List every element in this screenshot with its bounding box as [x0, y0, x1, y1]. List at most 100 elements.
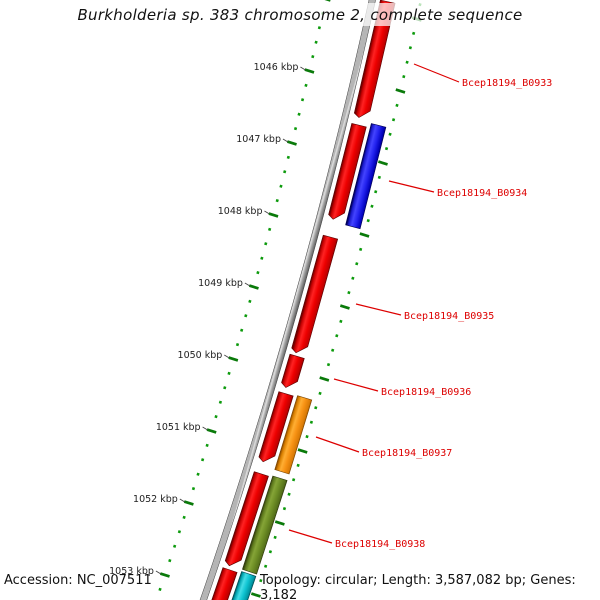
tick-mark-minor [227, 371, 231, 376]
tick-mark-minor [256, 270, 260, 275]
tick-mark-minor [173, 544, 177, 548]
tick-mark-minor [374, 190, 378, 194]
tick-mark-major [248, 284, 259, 290]
tick-mark-minor [377, 175, 381, 180]
tick-mark-minor [264, 564, 268, 568]
ruler-label-connector [264, 210, 270, 215]
tick-mark-minor [286, 155, 290, 160]
tick-mark-minor [200, 458, 205, 462]
tick-mark-minor [279, 184, 283, 188]
tick-mark-minor [305, 434, 309, 439]
tick-mark-minor [412, 31, 416, 36]
tick-mark-minor [359, 247, 363, 252]
tick-mark-minor [408, 46, 413, 50]
ruler-label: 1053 kbp [109, 566, 154, 577]
tick-mark-major [297, 448, 308, 454]
gene-arrow-Bcep18194_B0935 [291, 234, 339, 354]
tick-mark-major [206, 428, 217, 434]
gene-label: Bcep18194_B0935 [404, 311, 494, 322]
gene-arrow-Bcep18194_B0938 [242, 475, 288, 575]
gene-arrow-Bcep18194_B0934 [345, 123, 387, 230]
gene-label: Bcep18194_B0936 [381, 387, 471, 398]
ruler-label: 1046 kbp [254, 62, 299, 73]
tick-mark-minor [326, 362, 331, 367]
tick-mark-minor [264, 242, 268, 246]
tick-mark-major [339, 304, 350, 310]
tick-mark-minor [223, 386, 227, 390]
tick-mark-major [359, 232, 370, 238]
tick-mark-minor [283, 170, 287, 174]
tick-mark-minor [391, 118, 396, 122]
tick-mark-minor [158, 587, 162, 592]
gene-label-callout-line [315, 436, 360, 453]
tick-mark-major [377, 160, 388, 166]
tick-mark-minor [300, 98, 305, 102]
tick-mark-minor [259, 578, 263, 583]
tick-mark-minor [370, 204, 374, 208]
tick-mark-minor [314, 406, 318, 410]
ruler-label-connector [282, 138, 289, 143]
tick-mark-minor [260, 256, 264, 260]
tick-mark-minor [275, 198, 279, 203]
tick-mark-major [395, 88, 406, 94]
tick-mark-minor [309, 420, 314, 424]
tick-mark-minor [168, 558, 172, 563]
gene-label-callout-line [288, 529, 333, 544]
accession-text: Accession: NC_007511 [4, 573, 152, 588]
tick-mark-minor [182, 515, 186, 520]
tick-mark-minor [347, 290, 351, 295]
tick-mark-minor [291, 478, 296, 482]
tick-mark-minor [268, 550, 273, 554]
tick-mark-major [274, 520, 285, 526]
tick-mark-minor [282, 506, 287, 511]
tick-mark-major [159, 572, 170, 578]
tick-mark-minor [304, 83, 308, 88]
tick-mark-minor [235, 342, 240, 347]
gene-label: Bcep18194_B0938 [335, 539, 425, 550]
ruler-label-connector [300, 66, 306, 71]
tick-mark-major [268, 212, 279, 218]
tick-mark-minor [240, 328, 244, 332]
tick-mark-minor [273, 535, 277, 540]
tick-mark-minor [293, 126, 298, 131]
gene-arrow-unlabeled [211, 567, 238, 600]
tick-mark-minor [196, 472, 200, 476]
tick-mark-major [228, 356, 239, 362]
ruler-label: 1052 kbp [133, 494, 178, 505]
tick-mark-minor [177, 530, 182, 534]
tick-mark-major [183, 500, 194, 506]
ruler-label: 1047 kbp [236, 134, 281, 145]
tick-mark-minor [339, 319, 343, 324]
tick-mark-minor [355, 262, 359, 266]
tick-mark-minor [418, 2, 422, 7]
tick-mark-minor [384, 146, 389, 151]
tick-mark-minor [318, 391, 322, 396]
tick-mark-minor [331, 348, 335, 352]
tick-mark-major [304, 68, 315, 74]
ruler-label: 1048 kbp [218, 206, 263, 217]
ruler-label-connector [179, 498, 186, 503]
gene-label: Bcep18194_B0933 [462, 78, 552, 89]
gene-label: Bcep18194_B0937 [362, 448, 452, 459]
tick-mark-minor [214, 414, 218, 419]
chromosome-backbone [199, 0, 376, 600]
gene-arrow-unlabeled [328, 123, 367, 220]
gene-arrow-unlabeled [231, 571, 257, 600]
tick-mark-major [319, 376, 330, 382]
tick-mark-minor [321, 11, 325, 16]
ruler-label-connector [224, 354, 230, 359]
tick-mark-minor [395, 103, 399, 108]
tick-mark-minor [405, 60, 409, 64]
ruler-label-connector [155, 570, 162, 575]
ruler-label: 1049 kbp [198, 278, 243, 289]
ruler-label: 1051 kbp [156, 422, 201, 433]
gene-label-callout-line [413, 63, 460, 83]
gene-label: Bcep18194_B0934 [437, 188, 527, 199]
tick-mark-minor [287, 492, 291, 496]
tick-mark-minor [402, 74, 406, 79]
tick-mark-minor [205, 443, 209, 448]
topology-text: Topology: circular; Length: 3,587,082 bp… [260, 573, 576, 600]
tick-mark-minor [191, 486, 196, 491]
ruler-label-connector [202, 426, 208, 431]
